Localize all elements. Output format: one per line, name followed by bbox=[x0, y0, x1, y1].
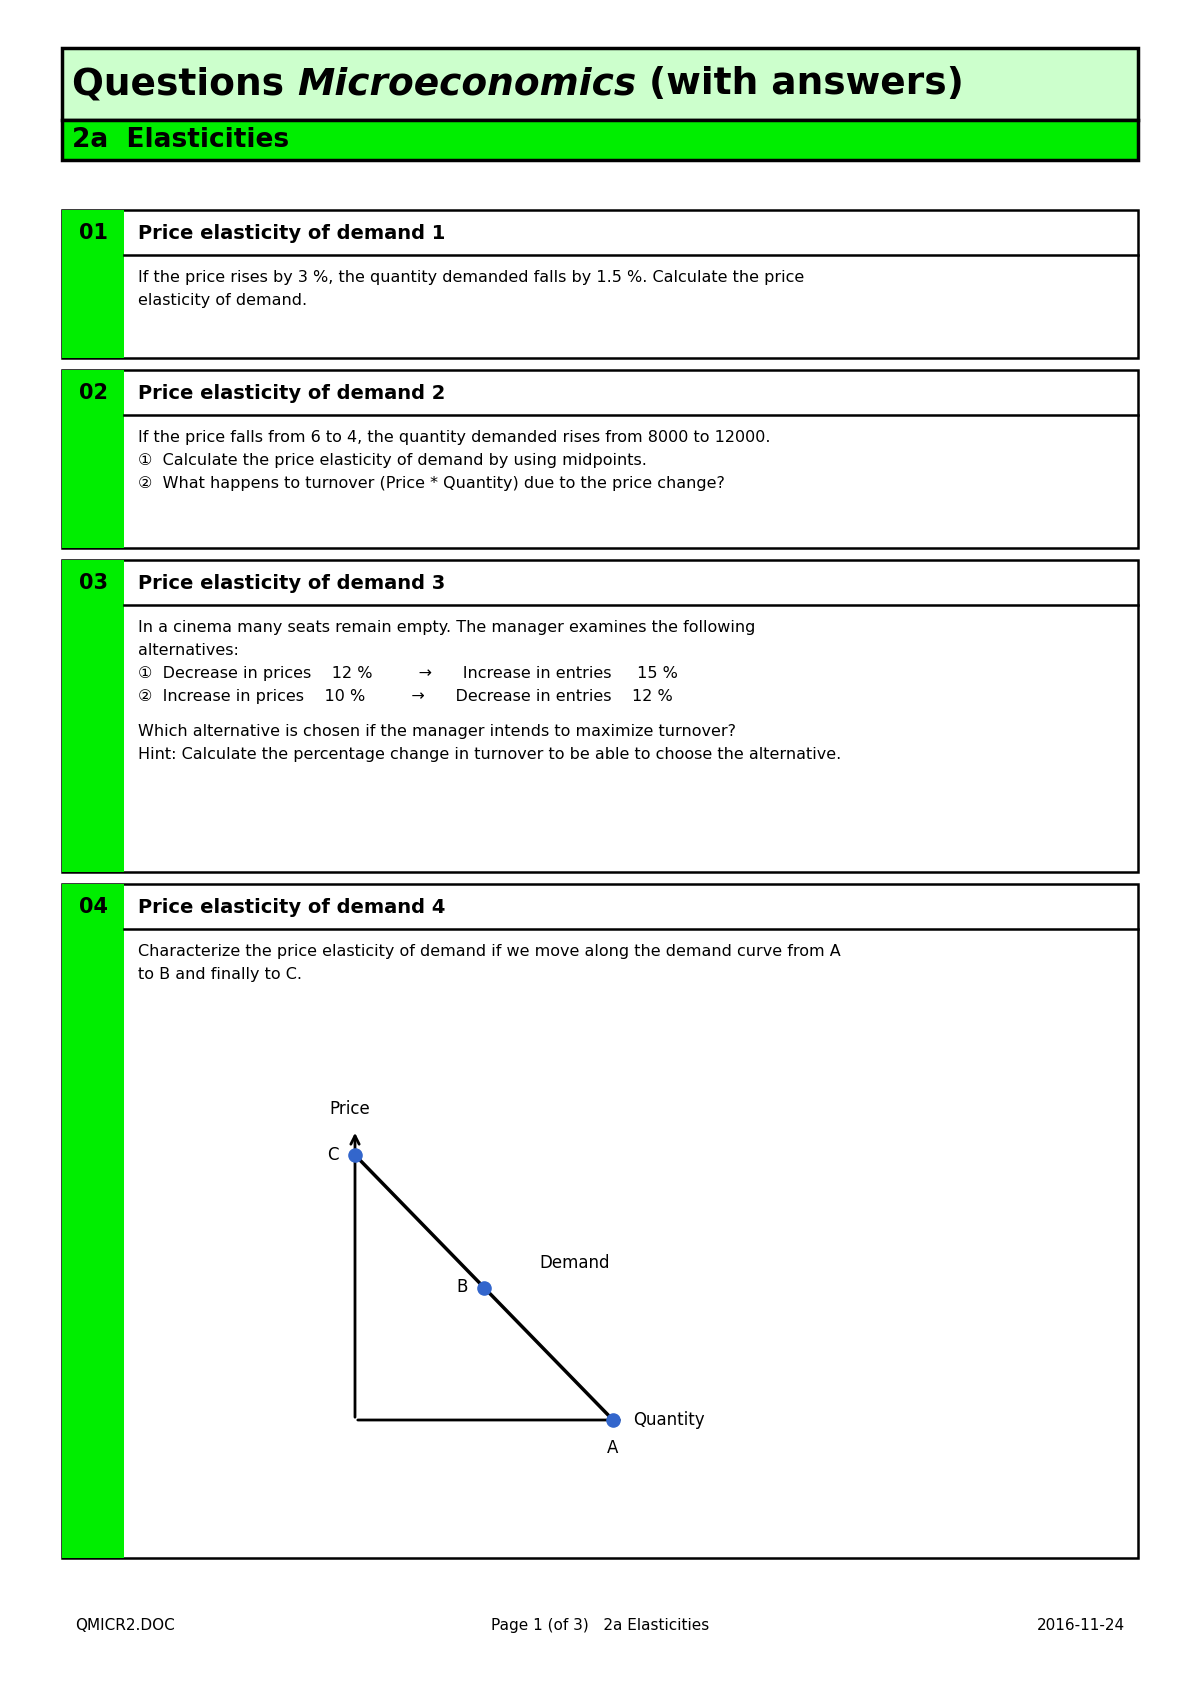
Text: ①  Calculate the price elasticity of demand by using midpoints.: ① Calculate the price elasticity of dema… bbox=[138, 453, 647, 469]
Text: Price: Price bbox=[330, 1100, 371, 1117]
Text: ②  What happens to turnover (Price * Quantity) due to the price change?: ② What happens to turnover (Price * Quan… bbox=[138, 475, 725, 491]
Text: Demand: Demand bbox=[539, 1253, 610, 1272]
Text: alternatives:: alternatives: bbox=[138, 644, 239, 659]
Text: Microeconomics: Microeconomics bbox=[298, 66, 636, 102]
Text: Page 1 (of 3)   2a Elasticities: Page 1 (of 3) 2a Elasticities bbox=[491, 1618, 709, 1633]
Text: If the price falls from 6 to 4, the quantity demanded rises from 8000 to 12000.: If the price falls from 6 to 4, the quan… bbox=[138, 430, 770, 445]
Text: (with answers): (with answers) bbox=[636, 66, 964, 102]
Text: 01: 01 bbox=[78, 222, 108, 243]
Bar bbox=[62, 370, 1138, 548]
Text: 04: 04 bbox=[78, 897, 108, 917]
Text: 2a  Elasticities: 2a Elasticities bbox=[72, 127, 289, 153]
Text: 02: 02 bbox=[78, 384, 108, 402]
Bar bbox=[62, 560, 1138, 873]
Text: Quantity: Quantity bbox=[634, 1411, 704, 1430]
Bar bbox=[62, 885, 1138, 1559]
Text: ①  Decrease in prices    12 %         →      Increase in entries     15 %: ① Decrease in prices 12 % → Increase in … bbox=[138, 666, 678, 681]
Text: Price elasticity of demand 2: Price elasticity of demand 2 bbox=[138, 384, 445, 402]
Text: Price elasticity of demand 4: Price elasticity of demand 4 bbox=[138, 898, 445, 917]
Bar bbox=[62, 211, 124, 358]
Text: Questions: Questions bbox=[72, 66, 298, 102]
Bar bbox=[62, 370, 124, 548]
Text: C: C bbox=[328, 1146, 340, 1165]
Point bbox=[474, 1274, 493, 1301]
Text: Which alternative is chosen if the manager intends to maximize turnover?: Which alternative is chosen if the manag… bbox=[138, 723, 736, 739]
Point bbox=[604, 1406, 623, 1433]
Text: A: A bbox=[607, 1438, 619, 1457]
Bar bbox=[62, 560, 124, 873]
Text: In a cinema many seats remain empty. The manager examines the following: In a cinema many seats remain empty. The… bbox=[138, 620, 755, 635]
Text: elasticity of demand.: elasticity of demand. bbox=[138, 294, 307, 307]
Bar bbox=[62, 121, 1138, 160]
Text: Price elasticity of demand 3: Price elasticity of demand 3 bbox=[138, 574, 445, 593]
Bar bbox=[62, 211, 1138, 358]
Text: QMICR2.DOC: QMICR2.DOC bbox=[74, 1618, 175, 1633]
Bar bbox=[62, 48, 1138, 121]
Text: 2016-11-24: 2016-11-24 bbox=[1037, 1618, 1126, 1633]
Text: Price elasticity of demand 1: Price elasticity of demand 1 bbox=[138, 224, 445, 243]
Bar bbox=[62, 885, 124, 1559]
Point bbox=[346, 1141, 365, 1168]
Text: If the price rises by 3 %, the quantity demanded falls by 1.5 %. Calculate the p: If the price rises by 3 %, the quantity … bbox=[138, 270, 804, 285]
Text: B: B bbox=[457, 1279, 468, 1297]
Text: Characterize the price elasticity of demand if we move along the demand curve fr: Characterize the price elasticity of dem… bbox=[138, 944, 841, 959]
Text: to B and finally to C.: to B and finally to C. bbox=[138, 966, 302, 981]
Text: 03: 03 bbox=[78, 572, 108, 593]
Text: ②  Increase in prices    10 %         →      Decrease in entries    12 %: ② Increase in prices 10 % → Decrease in … bbox=[138, 689, 673, 705]
Text: Hint: Calculate the percentage change in turnover to be able to choose the alter: Hint: Calculate the percentage change in… bbox=[138, 747, 841, 761]
